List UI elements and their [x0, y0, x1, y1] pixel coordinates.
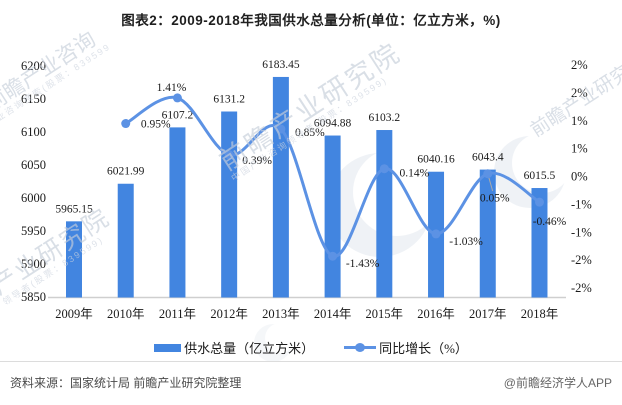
right-axis-tick: 1% [571, 114, 588, 128]
growth-point-2015年 [379, 164, 389, 174]
legend-line-swatch [344, 343, 377, 352]
legend-bar-label: 供水总量（亿立方米） [184, 341, 315, 356]
left-axis-tick: 6100 [21, 125, 46, 139]
bar-value-label: 6021.99 [107, 166, 145, 178]
page-title: 图表2：2009-2018年我国供水总量分析(单位：亿立方米，%) [121, 13, 501, 28]
chart-legend: 供水总量（亿立方米） 同比增长（%） [0, 338, 622, 357]
left-axis-tick: 6200 [21, 59, 46, 73]
right-axis-tick: 0% [571, 170, 588, 184]
left-axis-tick: 6150 [21, 92, 46, 106]
bar-2012年 [221, 111, 238, 298]
bar-2013年 [272, 76, 289, 298]
x-axis-label: 2018年 [521, 307, 559, 321]
legend-item-line: 同比增长（%） [344, 338, 468, 357]
bar-2014年 [324, 135, 341, 298]
growth-point-2018年 [534, 197, 544, 207]
growth-point-2016年 [431, 229, 441, 239]
bar-value-label: 6107.2 [162, 109, 194, 121]
x-axis-label: 2009年 [55, 307, 93, 321]
x-axis-label: 2011年 [159, 307, 196, 321]
source-text: 资料来源：国家统计局 前瞻产业研究院整理 [10, 376, 242, 390]
x-axis-label: 2015年 [366, 307, 404, 321]
bar-value-label: 6103.2 [369, 112, 401, 124]
bar-2009年 [66, 221, 82, 298]
growth-point-2017年 [483, 169, 493, 179]
watermark-logo-legend [254, 323, 295, 362]
credit-text: @前瞻经济学人APP [503, 376, 612, 390]
growth-point-2012年 [224, 150, 234, 160]
right-axis-tick: 2% [571, 86, 588, 100]
growth-value-label: 0.95% [141, 119, 171, 131]
x-axis-label: 2013年 [262, 307, 300, 321]
legend-bar-swatch [154, 343, 182, 352]
left-axis-tick: 6050 [21, 158, 46, 172]
x-axis-label: 2010年 [107, 307, 145, 321]
growth-value-label: 0.39% [242, 155, 272, 167]
left-axis-tick: 5850 [21, 290, 46, 304]
growth-point-2010年 [121, 119, 131, 129]
right-axis-tick: 2% [571, 58, 588, 72]
legend-item-bar: 供水总量（亿立方米） [154, 338, 314, 357]
right-axis-tick: 1% [571, 142, 588, 156]
footer: 资料来源：国家统计局 前瞻产业研究院整理 @前瞻经济学人APP [0, 361, 622, 405]
left-axis-tick: 5900 [21, 257, 46, 271]
bar-value-label: 6131.2 [213, 94, 245, 106]
watermark-logo-right [494, 133, 572, 208]
x-axis-label: 2014年 [314, 307, 352, 321]
left-axis-tick: 5950 [21, 224, 46, 238]
left-axis-tick: 6000 [21, 191, 46, 205]
bar-value-label: 6015.5 [524, 170, 556, 182]
right-axis-tick: -2% [571, 281, 592, 295]
right-axis-tick: -1% [571, 225, 592, 239]
growth-point-2013年 [276, 124, 286, 134]
growth-value-label: -1.03% [449, 236, 483, 248]
growth-point-2014年 [328, 251, 338, 261]
bar-value-label: 6043.4 [472, 152, 504, 164]
growth-value-label: 0.85% [295, 127, 325, 139]
x-axis-label: 2017年 [469, 307, 507, 321]
bar-2010年 [117, 183, 134, 298]
right-axis-tick: -1% [571, 197, 592, 211]
x-axis-label: 2012年 [210, 307, 248, 321]
legend-line-marker-icon [355, 343, 366, 352]
growth-value-label: -0.46% [533, 216, 567, 228]
right-axis-tick: -2% [571, 253, 592, 267]
bar-value-label: 6183.45 [262, 59, 300, 71]
growth-value-label: -1.43% [346, 258, 380, 270]
growth-value-label: 1.41% [157, 82, 187, 94]
bar-value-label: 5965.15 [55, 203, 93, 215]
x-axis-label: 2016年 [417, 307, 455, 321]
growth-value-label: 0.05% [480, 193, 510, 205]
legend-line-label: 同比增长（%） [379, 341, 468, 356]
bar-value-label: 6094.88 [314, 118, 352, 130]
bar-2017年 [479, 169, 496, 298]
growth-point-2011年 [172, 93, 182, 103]
bar-2011年 [169, 127, 186, 298]
growth-value-label: 0.14% [399, 168, 429, 180]
bar-value-label: 6040.16 [417, 154, 455, 166]
bar-2018年 [531, 188, 548, 298]
bar-2015年 [376, 130, 393, 298]
